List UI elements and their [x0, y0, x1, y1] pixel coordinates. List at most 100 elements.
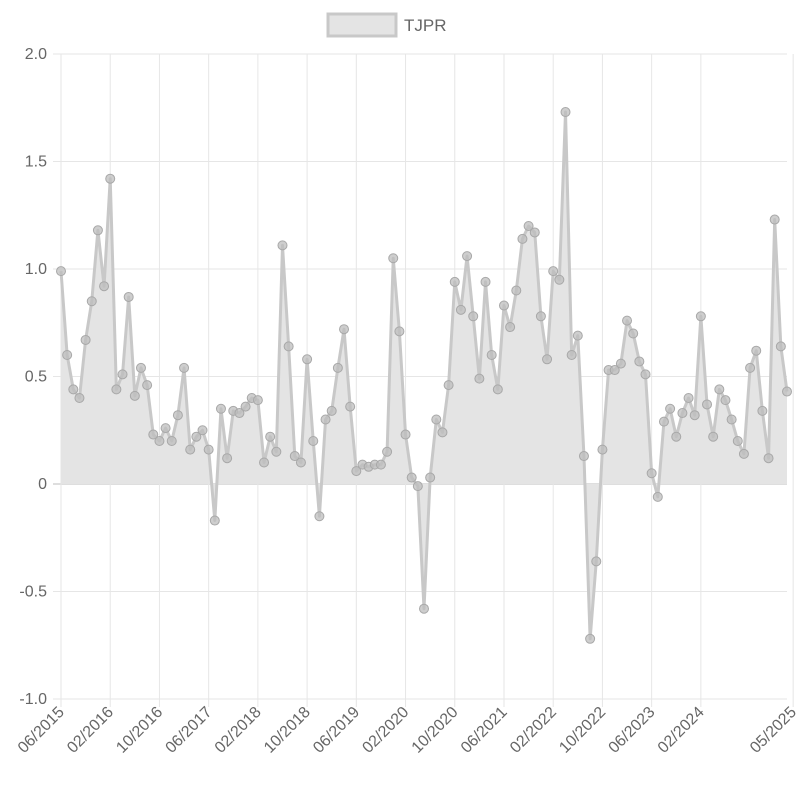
data-point[interactable]	[486, 350, 497, 360]
data-point[interactable]	[259, 457, 270, 468]
data-point[interactable]	[462, 251, 473, 262]
data-point[interactable]	[326, 405, 337, 416]
data-point[interactable]	[498, 300, 509, 311]
data-point[interactable]	[480, 276, 491, 287]
data-point[interactable]	[665, 403, 676, 414]
data-point[interactable]	[388, 253, 399, 264]
data-point[interactable]	[332, 362, 343, 373]
data-point[interactable]	[449, 276, 460, 287]
data-point[interactable]	[535, 311, 546, 322]
data-point[interactable]	[117, 369, 128, 380]
data-point[interactable]	[652, 491, 663, 502]
data-point[interactable]	[708, 431, 719, 442]
data-point[interactable]	[339, 324, 350, 335]
data-point[interactable]	[412, 481, 423, 492]
data-point[interactable]	[302, 354, 313, 365]
data-point[interactable]	[197, 425, 208, 436]
data-point[interactable]	[572, 330, 583, 341]
legend-swatch[interactable]	[326, 12, 398, 38]
data-point[interactable]	[468, 311, 479, 322]
data-point[interactable]	[763, 453, 774, 464]
data-point[interactable]	[585, 633, 596, 644]
data-point[interactable]	[345, 401, 356, 412]
data-point[interactable]	[505, 322, 516, 333]
data-point[interactable]	[702, 399, 713, 410]
data-point[interactable]	[529, 227, 540, 238]
data-point[interactable]	[222, 453, 233, 464]
data-point[interactable]	[240, 401, 251, 412]
data-point[interactable]	[591, 556, 602, 567]
data-point[interactable]	[351, 466, 362, 477]
data-point[interactable]	[129, 390, 140, 401]
data-point[interactable]	[738, 448, 749, 459]
data-point[interactable]	[757, 405, 768, 416]
data-point[interactable]	[683, 393, 694, 403]
data-point[interactable]	[628, 328, 639, 339]
data-point[interactable]	[646, 468, 657, 479]
data-point[interactable]	[68, 384, 79, 395]
data-point[interactable]	[148, 429, 159, 440]
data-point[interactable]	[615, 358, 626, 369]
legend[interactable]: TJPR	[326, 12, 447, 38]
data-point[interactable]	[252, 395, 263, 406]
data-point[interactable]	[695, 311, 706, 322]
data-point[interactable]	[400, 429, 411, 440]
data-point[interactable]	[92, 225, 103, 236]
data-point[interactable]	[277, 240, 288, 251]
data-point[interactable]	[431, 414, 442, 425]
data-point[interactable]	[566, 350, 577, 360]
data-point[interactable]	[554, 274, 565, 285]
data-point[interactable]	[425, 472, 436, 483]
data-point[interactable]	[775, 341, 786, 352]
data-point[interactable]	[578, 451, 589, 462]
data-point[interactable]	[622, 315, 633, 326]
data-point[interactable]	[320, 414, 331, 425]
data-point[interactable]	[640, 369, 651, 380]
data-point[interactable]	[689, 410, 700, 421]
data-point[interactable]	[782, 386, 792, 397]
data-point[interactable]	[375, 459, 386, 470]
data-point[interactable]	[548, 266, 559, 277]
data-point[interactable]	[394, 326, 405, 337]
data-point[interactable]	[542, 354, 553, 365]
data-point[interactable]	[560, 107, 571, 118]
data-point[interactable]	[745, 362, 756, 373]
data-point[interactable]	[111, 384, 122, 395]
data-point[interactable]	[308, 436, 319, 446]
data-point[interactable]	[634, 356, 645, 367]
data-point[interactable]	[209, 515, 220, 526]
data-point[interactable]	[443, 380, 454, 391]
data-point[interactable]	[154, 436, 165, 446]
data-point[interactable]	[677, 408, 688, 419]
data-point[interactable]	[492, 384, 503, 395]
data-point[interactable]	[726, 414, 737, 425]
data-point[interactable]	[215, 403, 226, 414]
data-point[interactable]	[419, 603, 429, 614]
data-point[interactable]	[142, 380, 153, 391]
data-point[interactable]	[271, 446, 282, 457]
legend-label[interactable]: TJPR	[404, 16, 447, 35]
data-point[interactable]	[769, 214, 780, 225]
data-point[interactable]	[382, 446, 393, 457]
data-point[interactable]	[99, 281, 110, 292]
data-point[interactable]	[406, 472, 417, 483]
data-point[interactable]	[455, 304, 466, 315]
data-point[interactable]	[283, 341, 294, 352]
data-point[interactable]	[523, 221, 534, 231]
data-point[interactable]	[609, 365, 620, 376]
data-point[interactable]	[732, 436, 743, 446]
data-point[interactable]	[234, 408, 245, 419]
data-point[interactable]	[597, 444, 608, 455]
data-point[interactable]	[105, 173, 116, 184]
data-point[interactable]	[751, 345, 762, 356]
data-point[interactable]	[56, 266, 66, 277]
data-point[interactable]	[86, 296, 97, 307]
data-point[interactable]	[289, 451, 300, 462]
data-point[interactable]	[123, 291, 134, 302]
data-point[interactable]	[720, 395, 731, 406]
data-point[interactable]	[166, 436, 177, 446]
data-point[interactable]	[295, 457, 306, 468]
data-point[interactable]	[62, 350, 73, 360]
data-point[interactable]	[437, 427, 448, 438]
data-point[interactable]	[172, 410, 183, 421]
